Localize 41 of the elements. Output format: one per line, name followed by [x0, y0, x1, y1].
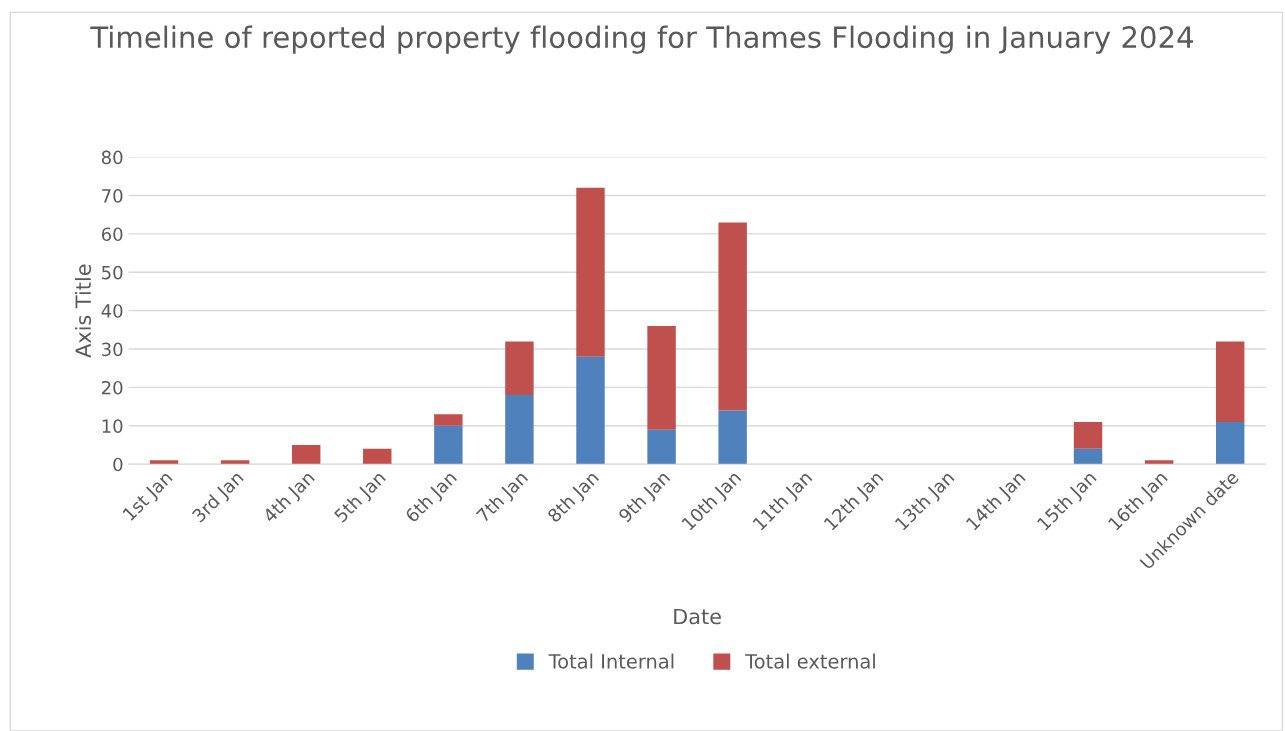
y-tick-label: 50	[102, 265, 123, 280]
bar	[434, 414, 463, 426]
legend-label: Total external	[745, 653, 875, 669]
bar	[647, 326, 676, 430]
x-tick-label: 7th Jan	[475, 470, 531, 526]
bar	[291, 445, 321, 465]
bar	[363, 448, 392, 465]
bar	[505, 395, 534, 465]
x-tick-label: 9th Jan	[617, 470, 673, 526]
y-tick-label: 80	[101, 150, 123, 165]
y-axis-title: Axis Title	[74, 264, 92, 358]
bar	[149, 460, 179, 465]
bar	[1144, 460, 1174, 465]
bar	[220, 460, 250, 465]
y-tick-label: 10	[102, 419, 123, 433]
bar	[505, 341, 534, 396]
bar	[434, 425, 463, 465]
y-tick-label: 40	[101, 304, 123, 318]
x-tick-label: 8th Jan	[546, 470, 602, 526]
bar	[718, 410, 747, 465]
y-tick-label: 70	[102, 189, 123, 203]
x-tick-label: 6th Jan	[404, 470, 460, 526]
bar	[1215, 421, 1245, 465]
bar	[1215, 341, 1245, 422]
x-axis-title: Date	[674, 608, 721, 625]
chart-title: Timeline of reported property flooding for Thames Flooding in January 2024	[90, 25, 1193, 54]
y-tick-label: 30	[102, 342, 123, 357]
bar	[576, 187, 605, 357]
bar	[647, 429, 676, 465]
bar	[718, 222, 747, 411]
x-tick-label: 4th Jan	[261, 470, 318, 526]
y-tick-label: 0	[113, 457, 123, 472]
bar	[1073, 448, 1103, 465]
x-tick-label: 1st Jan	[122, 470, 176, 524]
y-tick-label: 20	[101, 380, 123, 395]
legend-label: Total Internal	[548, 653, 674, 669]
y-tick-label: 60	[101, 227, 123, 242]
x-tick-label: 3rd Jan	[191, 470, 247, 526]
x-tick-label: 5th Jan	[333, 470, 389, 526]
bar	[1073, 421, 1103, 449]
bar	[576, 356, 605, 465]
